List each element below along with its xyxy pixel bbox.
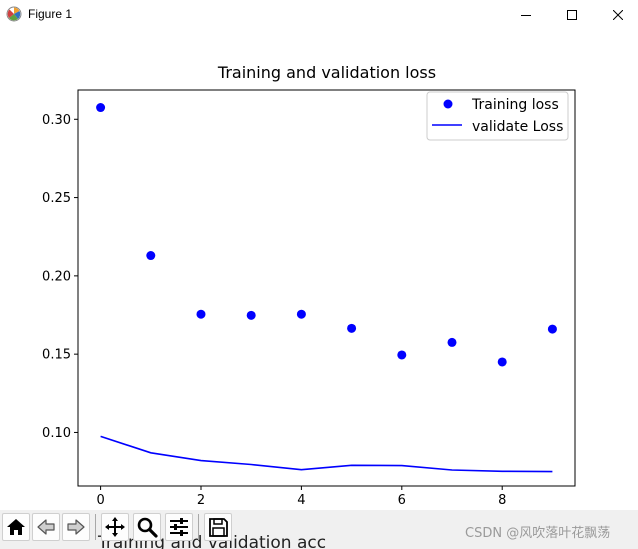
window-title-bar: Figure 1 xyxy=(0,0,638,30)
validate-loss-line xyxy=(100,435,553,473)
x-tick-label: 6 xyxy=(398,493,406,508)
maximize-icon xyxy=(567,10,577,20)
training-loss-point xyxy=(497,357,507,367)
training-loss-point xyxy=(296,309,306,319)
y-tick-label: 0.10 xyxy=(42,426,71,441)
x-tick-label: 2 xyxy=(197,493,205,508)
save-button[interactable] xyxy=(204,513,232,541)
minimize-icon xyxy=(521,15,531,16)
training-loss-point xyxy=(196,309,206,319)
pan-icon xyxy=(105,517,125,537)
home-button[interactable] xyxy=(2,513,30,541)
toolbar-separator xyxy=(198,514,199,540)
chart-title: Training and validation loss xyxy=(217,63,436,82)
legend: Training loss validate Loss xyxy=(426,91,569,141)
toolbar-separator xyxy=(95,514,96,540)
matplotlib-app-icon xyxy=(6,6,22,22)
forward-button[interactable] xyxy=(62,513,90,541)
training-loss-point xyxy=(347,323,357,333)
forward-arrow-icon xyxy=(67,519,85,535)
configure-subplots-icon xyxy=(170,518,188,536)
minimize-button[interactable] xyxy=(503,0,549,30)
x-tick-label: 4 xyxy=(297,493,305,508)
zoom-icon xyxy=(137,517,158,538)
close-icon xyxy=(613,10,623,20)
pan-button[interactable] xyxy=(101,513,129,541)
training-loss-point xyxy=(96,103,106,113)
training-loss-point xyxy=(397,350,407,360)
maximize-button[interactable] xyxy=(549,0,595,30)
y-tick-label: 0.15 xyxy=(42,348,71,363)
csdn-watermark: CSDN @风吹落叶花飘荡 xyxy=(465,526,611,541)
training-loss-point xyxy=(547,324,557,334)
legend-marker-training-loss xyxy=(443,99,453,109)
zoom-button[interactable] xyxy=(133,513,161,541)
y-tick-label: 0.25 xyxy=(42,191,71,206)
legend-label-training-loss: Training loss xyxy=(471,97,559,113)
save-icon xyxy=(209,518,228,537)
training-loss-point xyxy=(447,337,457,347)
y-tick-label: 0.30 xyxy=(42,113,71,128)
x-tick-label: 8 xyxy=(498,493,506,508)
legend-box xyxy=(426,91,569,141)
plot-area xyxy=(77,89,576,487)
back-button[interactable] xyxy=(32,513,60,541)
training-loss-point xyxy=(246,310,256,320)
window-title: Figure 1 xyxy=(28,7,73,21)
y-tick-label: 0.20 xyxy=(42,269,71,284)
x-axis: 0 2 4 6 8 xyxy=(96,486,506,508)
training-loss-point xyxy=(146,251,156,261)
back-arrow-icon xyxy=(37,519,55,535)
legend-label-validate-loss: validate Loss xyxy=(472,119,563,135)
navigation-toolbar: Training and validation acc xyxy=(0,510,638,549)
close-button[interactable] xyxy=(595,0,638,30)
x-tick-label: 0 xyxy=(96,493,104,508)
configure-subplots-button[interactable] xyxy=(165,513,193,541)
data-series xyxy=(96,103,557,473)
home-icon xyxy=(7,519,25,535)
y-axis: 0.10 0.15 0.20 0.25 0.30 xyxy=(42,113,78,441)
